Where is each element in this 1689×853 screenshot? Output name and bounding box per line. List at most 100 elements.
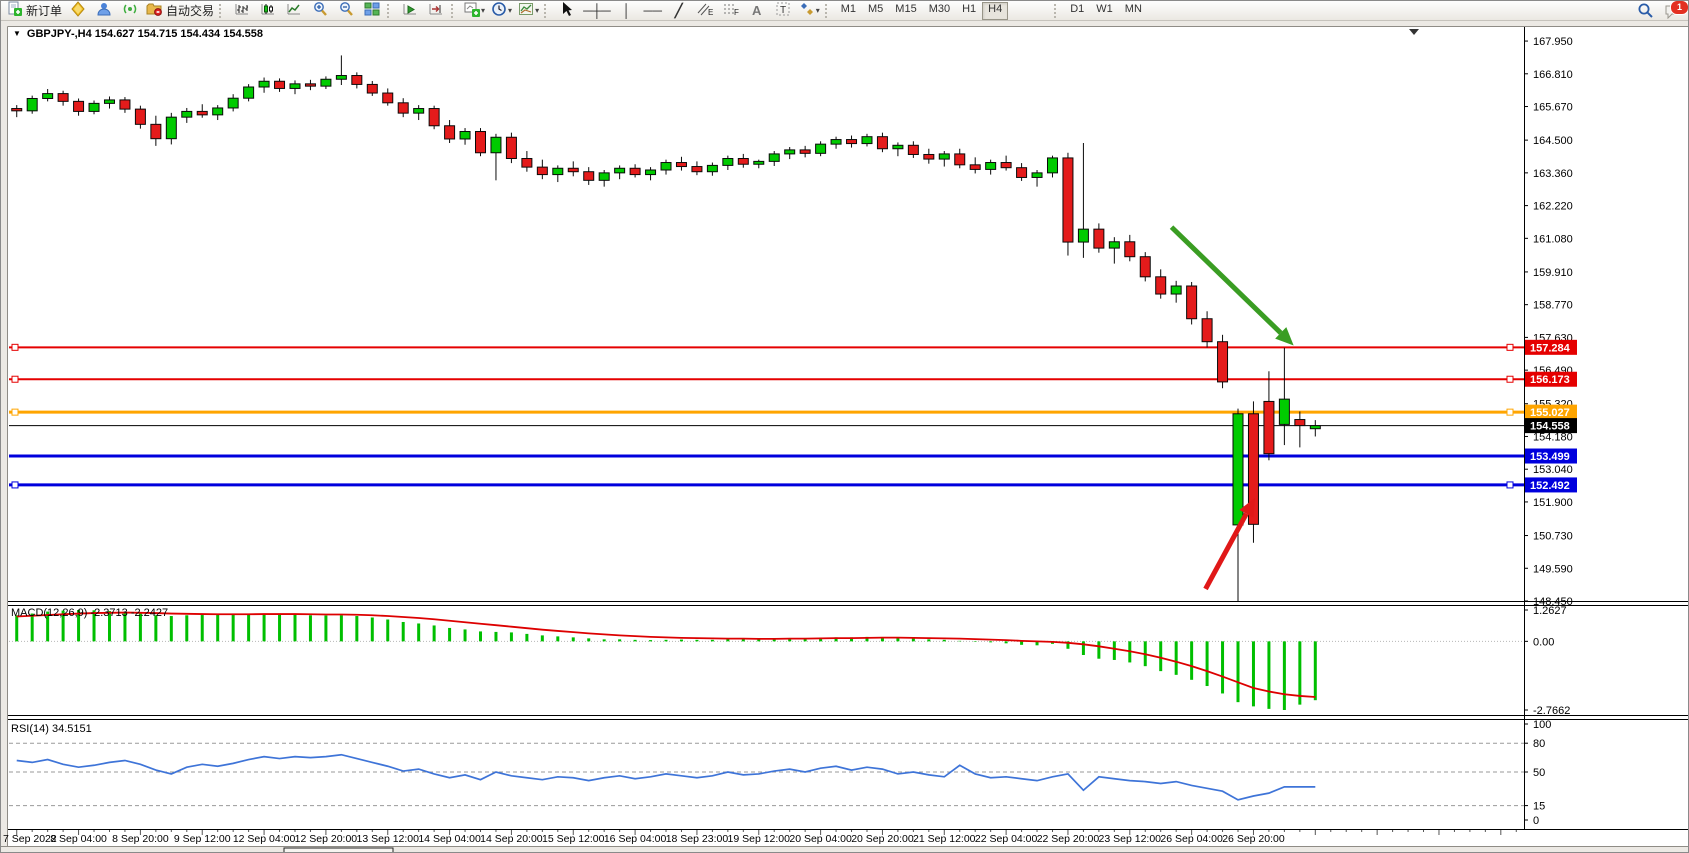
timeframe-button-M5[interactable]: M5 bbox=[868, 2, 884, 15]
toolbar-grip bbox=[451, 3, 457, 18]
line-chart-button[interactable] bbox=[281, 1, 307, 21]
chart-canvas[interactable]: 167.950 166.810 165.670 164.500 163.360 162.2… bbox=[1, 21, 1689, 853]
bar-chart-button[interactable] bbox=[229, 1, 255, 21]
autotrading-button[interactable]: 自动交易 bbox=[143, 1, 217, 21]
timeframe-button-MN[interactable]: MN bbox=[1124, 2, 1142, 15]
shapes-tool-button[interactable]: ▾ bbox=[796, 1, 823, 21]
svg-text:0.00: 0.00 bbox=[1533, 636, 1554, 648]
line-chart-icon bbox=[286, 1, 302, 20]
line-handle bbox=[1506, 343, 1514, 351]
auto-scroll-button[interactable] bbox=[397, 1, 423, 21]
new-order-label: 新订单 bbox=[26, 4, 63, 18]
cursor-tool-button[interactable] bbox=[554, 1, 580, 21]
timeframe-button-H1[interactable]: H1 bbox=[962, 2, 977, 15]
svg-text:-2.7662: -2.7662 bbox=[1533, 705, 1570, 717]
svg-text:154.558: 154.558 bbox=[1530, 421, 1570, 433]
svg-text:153.499: 153.499 bbox=[1530, 451, 1570, 463]
search-icon[interactable] bbox=[1637, 2, 1654, 24]
macd-indicator-label: MACD(12,26,9) -2.3713 -2.2427 bbox=[11, 607, 169, 619]
text-icon: A bbox=[752, 3, 762, 18]
toolbar-grip bbox=[219, 3, 225, 18]
svg-text:156.173: 156.173 bbox=[1530, 374, 1570, 386]
svg-text:151.900: 151.900 bbox=[1533, 497, 1573, 509]
chevron-down-icon: ▾ bbox=[815, 6, 820, 15]
channel-tool-button[interactable]: E bbox=[692, 1, 718, 21]
community-button[interactable] bbox=[91, 1, 117, 21]
line-handle bbox=[11, 343, 19, 351]
panel-borders bbox=[8, 27, 1688, 830]
svg-text:166.810: 166.810 bbox=[1533, 69, 1573, 81]
svg-text:E: E bbox=[708, 8, 713, 17]
timeframe-button-M15[interactable]: M15 bbox=[895, 2, 917, 15]
fibonacci-tool-button[interactable]: F bbox=[718, 1, 744, 21]
line-handle bbox=[11, 375, 19, 383]
line-handle bbox=[1506, 408, 1514, 416]
svg-text:F: F bbox=[734, 8, 739, 17]
tile-windows-button[interactable] bbox=[359, 1, 385, 21]
svg-text:8 Sep 04:00: 8 Sep 04:00 bbox=[50, 833, 107, 845]
timeframe-button-W1[interactable]: W1 bbox=[1096, 2, 1113, 15]
downtrend-arrow bbox=[1169, 225, 1283, 335]
chart-shift-icon bbox=[428, 1, 444, 20]
svg-text:21 Sep 12:00: 21 Sep 12:00 bbox=[913, 833, 976, 845]
horizontal-line-tool-button[interactable]: ── bbox=[640, 1, 666, 21]
text-label-tool-button[interactable]: T bbox=[770, 1, 796, 21]
line-handle bbox=[1506, 375, 1514, 383]
signals-button[interactable] bbox=[117, 1, 143, 21]
notification-badge: 1 bbox=[1670, 1, 1688, 15]
toolbar-grip bbox=[387, 3, 393, 18]
clock-icon bbox=[491, 1, 507, 20]
zoom-out-button[interactable] bbox=[333, 1, 359, 21]
line-handle bbox=[11, 408, 19, 416]
new-chart-button[interactable]: ▾ bbox=[461, 1, 488, 21]
svg-text:159.910: 159.910 bbox=[1533, 267, 1573, 279]
svg-text:26 Sep 20:00: 26 Sep 20:00 bbox=[1222, 833, 1285, 845]
zoom-out-icon bbox=[338, 1, 354, 20]
symbol-ohlc-label[interactable]: ▼ GBPJPY-,H4 154.627 154.715 154.434 154.… bbox=[13, 28, 263, 40]
timeframe-button-D1[interactable]: D1 bbox=[1070, 2, 1085, 15]
horizontal-lines[interactable]: 157.284 156.173 155.027 154.558 153.499 152.4… bbox=[9, 339, 1577, 493]
trendline-tool-button[interactable]: ╱ bbox=[666, 1, 692, 21]
svg-text:167.950: 167.950 bbox=[1533, 36, 1573, 48]
svg-text:12 Sep 04:00: 12 Sep 04:00 bbox=[233, 833, 296, 845]
signals-icon bbox=[122, 1, 138, 20]
symbol-dropdown-arrow[interactable]: ▼ bbox=[13, 29, 21, 38]
auto-scroll-icon bbox=[402, 1, 418, 20]
trend-arrows[interactable] bbox=[1169, 225, 1294, 591]
svg-text:148.450: 148.450 bbox=[1533, 596, 1573, 608]
svg-text:22 Sep 20:00: 22 Sep 20:00 bbox=[1037, 833, 1100, 845]
timeframe-button-M1[interactable]: M1 bbox=[840, 2, 857, 15]
bounce-arrow-head bbox=[1239, 497, 1256, 518]
price-axis[interactable]: 167.950 166.810 165.670 164.500 163.360 162.2… bbox=[1524, 36, 1573, 608]
toolbar: 新订单 自动交易 ▾ ▾ ▾ bbox=[1, 1, 1688, 24]
line-handle bbox=[11, 481, 19, 489]
timeframe-button-M30[interactable]: M30 bbox=[928, 2, 951, 15]
notifications-button[interactable]: 1 bbox=[1664, 1, 1688, 24]
chart-shift-button[interactable] bbox=[423, 1, 449, 21]
svg-text:16 Sep 04:00: 16 Sep 04:00 bbox=[604, 833, 667, 845]
svg-text:9 Sep 12:00: 9 Sep 12:00 bbox=[174, 833, 231, 845]
timeframe-group: M1 M5 M15 M30 H1 H4 bbox=[835, 1, 1009, 20]
text-tool-button[interactable]: A bbox=[744, 1, 770, 21]
templates-button[interactable]: ▾ bbox=[515, 1, 542, 21]
svg-text:18 Sep 23:00: 18 Sep 23:00 bbox=[666, 833, 729, 845]
fibonacci-icon: F bbox=[722, 1, 740, 20]
market-button[interactable] bbox=[65, 1, 91, 21]
zoom-in-icon bbox=[312, 1, 328, 20]
crosshair-tool-button[interactable]: ─┼─ bbox=[580, 1, 614, 21]
svg-text:13 Sep 12:00: 13 Sep 12:00 bbox=[357, 833, 420, 845]
svg-text:163.360: 163.360 bbox=[1533, 168, 1573, 180]
new-order-button[interactable]: 新订单 bbox=[4, 1, 65, 21]
market-icon bbox=[70, 1, 86, 20]
text-label-icon: T bbox=[775, 1, 791, 20]
periods-button[interactable]: ▾ bbox=[488, 1, 515, 21]
timeframe-button-H4[interactable]: H4 bbox=[982, 1, 1009, 20]
candlestick-button[interactable] bbox=[255, 1, 281, 21]
zoom-in-button[interactable] bbox=[307, 1, 333, 21]
vertical-line-tool-button[interactable]: │ bbox=[614, 1, 640, 21]
template-icon bbox=[518, 1, 534, 20]
svg-text:154.180: 154.180 bbox=[1533, 431, 1573, 443]
svg-text:162.220: 162.220 bbox=[1533, 201, 1573, 213]
equidistant-channel-icon: E bbox=[696, 1, 714, 20]
